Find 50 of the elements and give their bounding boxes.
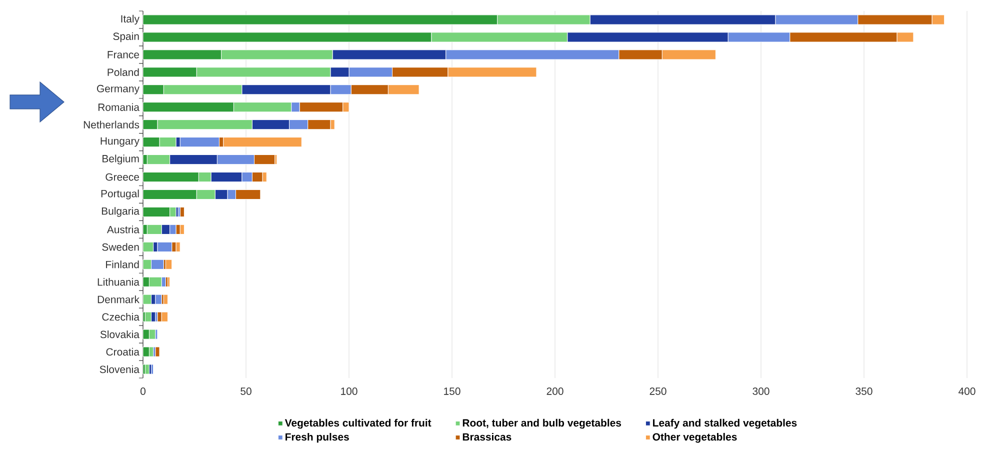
y-tick-label: Portugal — [101, 190, 139, 200]
bar — [180, 137, 220, 148]
y-tick-label: Belgium — [102, 154, 139, 164]
x-tick-label: 400 — [958, 388, 976, 395]
y-tick-label: France — [108, 51, 140, 58]
y-tick-label: Czechia — [102, 312, 140, 321]
x-tick-label: 50 — [240, 388, 252, 395]
y-tick-label: Lithuania — [98, 278, 140, 286]
bar — [155, 312, 158, 322]
bar — [223, 137, 302, 148]
y-tick-label: Croatia — [106, 348, 140, 356]
x-tick-label: 0 — [140, 388, 146, 395]
legend-label: Leafy and stalked vegetables — [653, 418, 797, 429]
x-tick-label: 300 — [752, 388, 770, 395]
y-tick-label: Netherlands — [84, 120, 140, 128]
bar — [163, 294, 168, 304]
bar — [161, 312, 168, 322]
y-tick-label: Denmark — [98, 296, 140, 304]
legend-label: Brassicas — [462, 432, 512, 441]
x-tick-label: 250 — [650, 388, 666, 395]
x-tick-label: 350 — [856, 388, 872, 395]
legend-label: Fresh pulses — [286, 432, 349, 443]
bar — [144, 364, 150, 374]
bar — [142, 294, 152, 304]
y-tick-label: Sweden — [102, 243, 139, 251]
y-tick-label: Spain — [113, 32, 139, 42]
y-tick-label: Austria — [106, 226, 140, 234]
bar — [157, 242, 172, 252]
y-tick-label: Slovakia — [100, 330, 140, 338]
y-tick-label: Bulgaria — [102, 207, 140, 217]
bar — [142, 242, 154, 252]
x-tick-label: 100 — [341, 388, 358, 395]
y-tick-label: Germany — [97, 84, 140, 94]
y-tick-label: Slovenia — [100, 365, 140, 374]
bar — [142, 364, 146, 374]
x-tick-label: 200 — [546, 388, 564, 395]
y-tick-label: Romania — [98, 103, 140, 111]
y-tick-label: Hungary — [100, 137, 140, 147]
y-tick-label: Poland — [108, 68, 139, 76]
bar — [155, 294, 162, 304]
bar — [142, 346, 150, 357]
legend-label: Other vegetables — [652, 432, 737, 443]
y-tick-label: Greece — [106, 173, 140, 181]
bar — [144, 312, 152, 322]
legend-label: Vegetables cultivated for fruit — [284, 418, 432, 429]
x-tick-label: 150 — [444, 388, 460, 395]
bar — [155, 346, 160, 357]
legend-label: Root, tuber and bulb vegetables — [462, 418, 622, 429]
y-tick-label: Italy — [121, 14, 140, 25]
y-tick-label: Finland — [106, 260, 139, 268]
